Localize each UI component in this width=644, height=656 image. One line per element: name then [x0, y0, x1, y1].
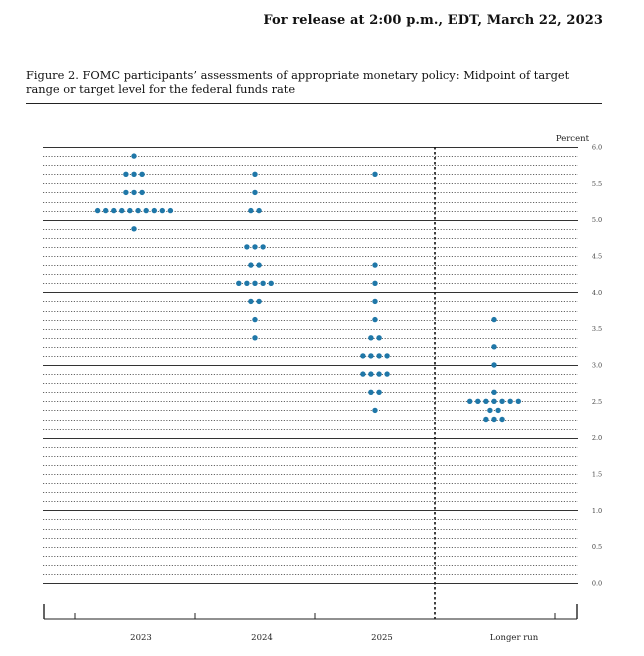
dot-2025 — [376, 353, 382, 359]
y-tick-label: 1.5 — [592, 471, 602, 479]
dot-longer-run — [475, 398, 481, 404]
dot-2025 — [372, 407, 378, 414]
dot-2024 — [268, 280, 274, 286]
dot-2024 — [252, 316, 258, 323]
dot-2023 — [127, 207, 133, 214]
dot-longer-run — [483, 398, 489, 404]
dot-2023 — [159, 207, 165, 214]
dot-2024 — [248, 298, 254, 305]
dot-2023 — [123, 189, 129, 196]
dot-2025 — [368, 371, 374, 377]
dot-2024 — [252, 244, 258, 250]
y-tick-label: 5.0 — [592, 216, 602, 224]
x-category-label: Longer run — [490, 633, 539, 643]
dot-2025 — [372, 316, 378, 323]
dot-2023 — [119, 207, 125, 214]
caption-divider — [26, 103, 602, 105]
dot-2025 — [376, 371, 382, 377]
dot-2023 — [135, 207, 141, 214]
y-tick-label: 1.0 — [592, 507, 602, 515]
dot-2023 — [111, 207, 117, 214]
dot-2025 — [372, 280, 378, 286]
dot-2023 — [139, 189, 145, 196]
dot-2025 — [372, 298, 378, 305]
dot-longer-run — [507, 398, 513, 404]
dot-2024 — [244, 280, 250, 286]
dot-2025 — [372, 171, 378, 177]
y-tick-label: 3.0 — [592, 362, 602, 370]
dot-2024 — [248, 207, 254, 214]
dot-2025 — [368, 389, 374, 395]
dot-2025 — [368, 335, 374, 341]
dot-2024 — [252, 280, 258, 286]
dot-2025 — [384, 371, 390, 377]
dot-2024 — [256, 262, 262, 268]
dot-2023 — [151, 207, 157, 214]
dot-2023 — [131, 226, 137, 232]
y-tick-label: 3.5 — [592, 325, 602, 333]
dot-2025 — [372, 262, 378, 268]
dot-longer-run — [491, 389, 497, 395]
dot-2025 — [376, 335, 382, 341]
dot-2024 — [256, 207, 262, 214]
dot-2023 — [131, 171, 137, 177]
dot-2023 — [131, 189, 137, 196]
dot-2023 — [94, 207, 101, 214]
dot-2024 — [244, 244, 250, 250]
y-axis-label: Percent — [556, 134, 590, 144]
dot-2025 — [360, 371, 366, 377]
dot-longer-run — [515, 398, 521, 404]
y-tick-label: 6.0 — [592, 144, 602, 152]
y-tick-label: 2.5 — [592, 398, 602, 406]
y-tick-label: 0.0 — [592, 580, 602, 588]
y-tick-label: 2.0 — [592, 434, 602, 442]
dot-2024 — [260, 280, 266, 286]
dot-longer-run — [467, 398, 473, 404]
dot-longer-run — [491, 362, 497, 368]
y-tick-label: 4.0 — [592, 289, 602, 297]
dot-2023 — [103, 207, 109, 214]
dot-2023 — [139, 171, 145, 177]
dot-2024 — [236, 280, 242, 286]
dot-2025 — [384, 353, 390, 359]
x-category-label: 2025 — [371, 633, 393, 643]
dot-longer-run — [499, 416, 505, 423]
dot-2024 — [248, 262, 254, 268]
dot-2025 — [376, 389, 382, 395]
dot-longer-run — [491, 398, 497, 404]
dot-2023 — [131, 153, 137, 159]
y-tick-label: 0.5 — [592, 543, 602, 551]
dot-2023 — [167, 207, 174, 214]
y-tick-label: 5.5 — [592, 180, 602, 188]
release-line: For release at 2:00 p.m., EDT, March 22,… — [263, 13, 603, 28]
dot-2025 — [368, 353, 374, 359]
dot-2025 — [360, 353, 366, 359]
dot-longer-run — [487, 407, 493, 414]
dot-longer-run — [491, 316, 497, 323]
x-category-label: 2023 — [130, 633, 152, 643]
dot-longer-run — [495, 407, 501, 414]
dot-2024 — [252, 335, 258, 341]
dot-2023 — [143, 207, 149, 214]
dot-longer-run — [483, 416, 489, 423]
dot-longer-run — [491, 416, 497, 423]
dot-longer-run — [499, 398, 505, 404]
dot-2024 — [256, 298, 262, 305]
dot-longer-run — [491, 344, 497, 350]
dot-2024 — [252, 171, 258, 177]
figure-caption: Figure 2. FOMC participants’ assessments… — [26, 68, 570, 96]
dot-2024 — [252, 189, 258, 196]
dot-2024 — [260, 244, 266, 250]
y-tick-label: 4.5 — [592, 253, 602, 261]
x-category-label: 2024 — [251, 633, 273, 643]
dot-2023 — [123, 171, 129, 177]
